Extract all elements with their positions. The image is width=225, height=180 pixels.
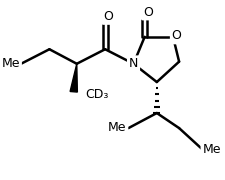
Text: Me: Me xyxy=(108,121,126,134)
Text: O: O xyxy=(143,6,153,19)
Text: Me: Me xyxy=(2,57,20,70)
Text: N: N xyxy=(129,57,138,70)
Text: O: O xyxy=(172,30,182,42)
Polygon shape xyxy=(70,64,77,92)
Text: Me: Me xyxy=(202,143,221,156)
Text: CD₃: CD₃ xyxy=(85,88,108,101)
Text: O: O xyxy=(103,10,113,23)
